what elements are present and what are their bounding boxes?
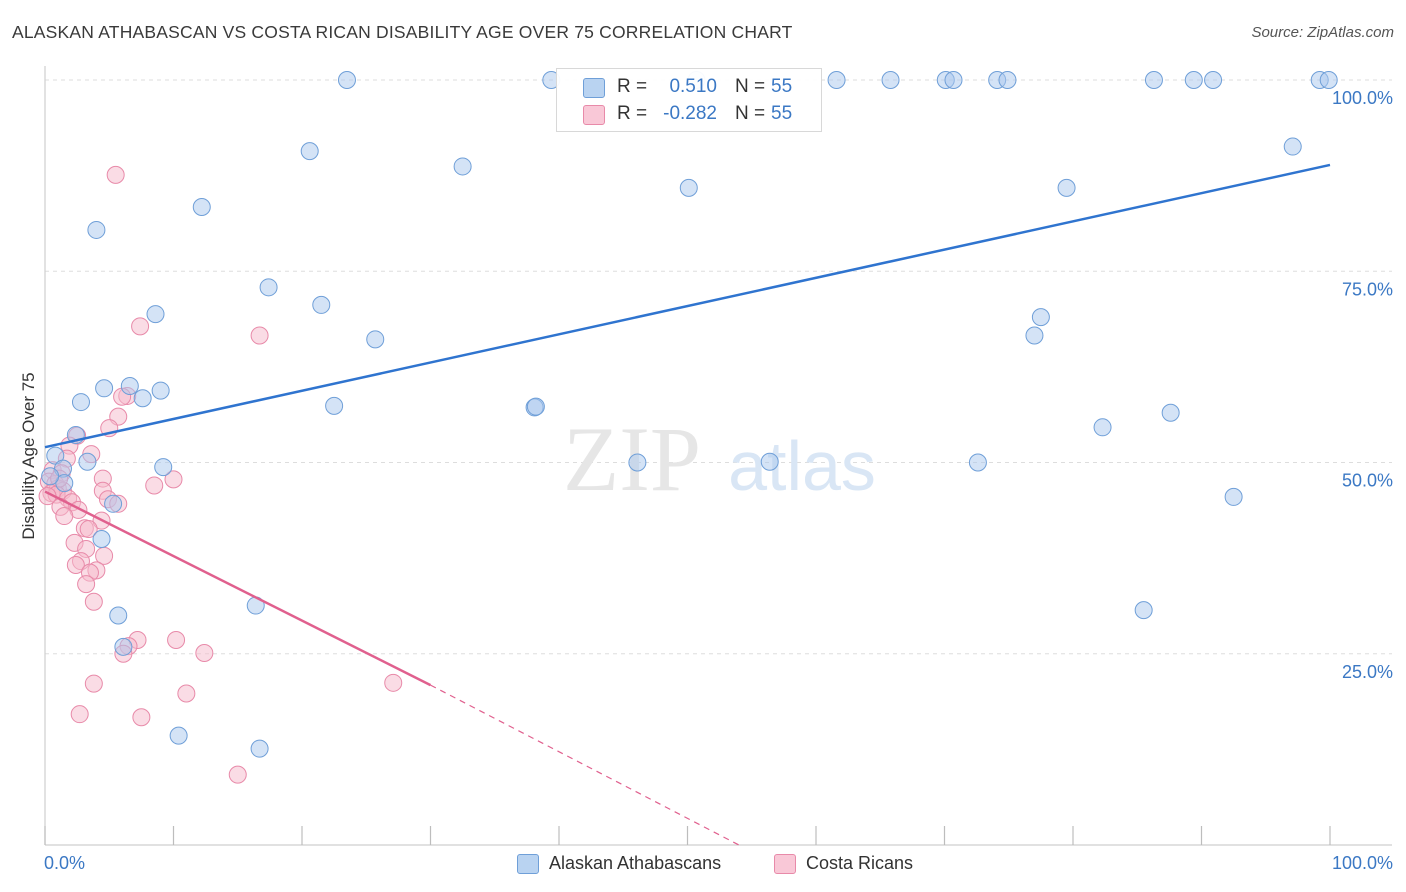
alaskan-athabascans-point [679,178,698,197]
legend-r-value: 0.510 [669,76,717,97]
alaskan-athabascans-point [92,530,111,548]
alaskan-athabascans-point [526,397,545,416]
alaskan-athabascans-point [453,157,472,176]
costa-ricans-point [84,674,103,693]
costa-ricans-point [66,556,85,575]
costa-ricans-point [131,317,150,336]
alaskan-athabascans-trendline [44,163,1331,449]
alaskan-athabascans-point [192,197,211,216]
legend-n-value: 55 [771,103,793,124]
costa-ricans-point [384,673,403,692]
alaskan-athabascans-point [259,278,278,297]
alaskan-athabascans-point [104,494,123,513]
costa-ricans-point [145,476,164,495]
costa-ricans-trendline-extension [430,684,740,846]
alaskan-athabascans-point [146,305,165,324]
legend-row-blue: R = 0.510 N = 55 [557,75,821,101]
alaskan-athabascans-point [120,377,139,395]
chart-title: ALASKAN ATHABASCAN VS COSTA RICAN DISABI… [12,22,793,42]
alaskan-athabascans-point [300,142,319,161]
alaskan-athabascans-point [133,389,152,408]
costa-ricans-point [79,520,98,539]
bottom-legend-label: Costa Ricans [806,853,914,873]
legend-swatch-blue [583,78,605,98]
costa-ricans-trendline [44,490,432,687]
watermark-atlas: atlas [728,427,876,505]
watermark: ZIP atlas [563,408,876,510]
y-tick-label: 100.0% [1332,88,1393,108]
alaskan-athabascans-point [250,739,269,758]
alaskan-athabascans-point [1283,137,1302,156]
legend-n-value: 55 [771,76,793,97]
tick-labels: 25.0% 50.0% 75.0% 100.0% 0.0% 100.0% [44,88,1393,873]
costa-ricans-point [177,684,196,703]
axes [44,66,1392,846]
alaskan-athabascans-point [881,71,900,89]
legend-swatch-pink [583,105,605,125]
alaskan-athabascans-point [1184,71,1203,89]
alaskan-athabascans-point [169,726,188,745]
alaskan-athabascans-point [1204,71,1223,89]
legend-n-label: N = [735,76,766,97]
alaskan-athabascans-point [78,452,97,471]
y-tick-label: 50.0% [1342,471,1393,491]
costa-ricans-point [228,765,247,784]
legend-r-label: R = [617,103,648,124]
alaskan-athabascans-point [114,637,133,656]
legend-r-value: -0.282 [663,103,717,124]
bottom-legend-swatch-blue [517,854,539,874]
alaskan-athabascans-point [968,453,987,472]
alaskan-athabascans-point [1224,487,1243,506]
alaskan-athabascans-point [41,467,60,486]
alaskan-athabascans-point [154,458,173,477]
alaskan-athabascans-point [312,295,331,314]
trend-lines [44,163,1331,846]
alaskan-athabascans-point [1319,71,1338,89]
y-tick-label: 25.0% [1342,662,1393,682]
x-tick-label: 100.0% [1332,853,1393,873]
costa-ricans-point [55,507,74,526]
correlation-legend: R = 0.510 N = 55 R = -0.282 N = 55 [556,68,822,132]
costa-ricans-point [70,705,89,724]
costa-ricans-point [195,643,214,662]
alaskan-athabascans-point [1025,326,1044,345]
alaskan-athabascans-point [944,71,963,89]
alaskan-athabascans-point [1093,418,1112,437]
alaskan-athabascans-point [151,381,170,400]
alaskan-athabascans-point [1144,71,1163,89]
alaskan-athabascans-point [1161,403,1180,422]
x-tick-label: 0.0% [44,853,85,873]
alaskan-athabascans-point [1134,601,1153,620]
bottom-legend-swatch-pink [774,854,796,874]
alaskan-athabascans-point [628,453,647,472]
alaskan-athabascans-point [827,71,846,89]
costa-ricans-point [77,575,96,594]
alaskan-athabascans-point [998,71,1017,89]
costa-ricans-point [84,592,103,611]
legend-n-label: N = [735,103,766,124]
costa-ricans-point [106,165,125,184]
costa-ricans-point [167,630,186,649]
alaskan-athabascans-point [366,330,385,349]
alaskan-athabascans-point [325,396,344,415]
alaskan-athabascans-point [760,452,779,471]
costa-ricans-point [164,470,183,489]
alaskan-athabascans-point [95,379,114,398]
alaskan-athabascans-point [1057,178,1076,197]
grid-lines [45,79,1392,655]
legend-r-label: R = [617,76,648,97]
costa-ricans-points [38,165,403,784]
source-label: Source: ZipAtlas.com [1251,24,1394,41]
costa-ricans-point [132,708,151,727]
alaskan-athabascans-point [87,220,106,239]
alaskan-athabascans-point [71,393,90,412]
alaskan-athabascans-point [109,606,128,625]
alaskan-athabascans-point [1031,308,1050,327]
legend-row-pink: R = -0.282 N = 55 [557,102,821,128]
bottom-legend-label: Alaskan Athabascans [549,853,722,873]
costa-ricans-point [250,326,269,345]
y-tick-label: 75.0% [1342,279,1393,299]
alaskan-athabascans-point [337,71,356,89]
